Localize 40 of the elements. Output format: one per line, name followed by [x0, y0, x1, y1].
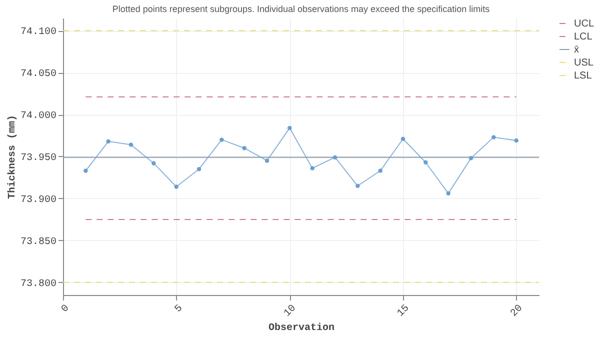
point — [332, 155, 338, 160]
y-tick-label: 74.100 — [20, 27, 56, 38]
legend-label: LSL — [574, 70, 592, 82]
y-tick-label: 73.900 — [20, 194, 56, 206]
point — [128, 142, 134, 147]
y-axis-title: Thickness (mm) — [6, 114, 18, 200]
point — [446, 191, 450, 196]
legend-label: UCL — [574, 18, 594, 30]
x-tick-label: 20 — [509, 303, 526, 320]
point — [196, 166, 202, 172]
y-tick-label: 73.800 — [20, 278, 56, 290]
point — [468, 156, 474, 160]
point — [310, 166, 314, 170]
y-tick-label: 73.950 — [20, 153, 56, 164]
x-tick-label: 0 — [60, 303, 72, 316]
point — [84, 168, 88, 173]
point — [242, 146, 246, 150]
point — [152, 161, 156, 166]
point — [264, 158, 270, 163]
y-tick-label: 74.000 — [20, 111, 56, 122]
y-tick-label: 74.050 — [20, 69, 56, 80]
point — [356, 184, 360, 188]
x-tick-label: 5 — [173, 303, 186, 316]
x-tick-label: 10 — [282, 303, 299, 320]
point — [174, 184, 178, 189]
point — [492, 135, 496, 140]
point — [288, 126, 292, 130]
legend-label: LCL — [574, 32, 593, 42]
point — [220, 138, 224, 142]
x-tick-label: 15 — [396, 303, 412, 320]
x-axis-title: Observation — [268, 322, 335, 334]
legend-label: USL — [574, 58, 594, 68]
point — [400, 136, 406, 141]
y-tick-label: 73.850 — [20, 236, 56, 248]
chart-title: Plotted points represent subgroups. Individual observations may exceed the specification limits — [112, 4, 490, 14]
point — [106, 139, 110, 144]
point — [378, 168, 382, 173]
legend-label: x̄ — [574, 44, 579, 56]
point — [514, 138, 518, 143]
point — [424, 160, 428, 164]
